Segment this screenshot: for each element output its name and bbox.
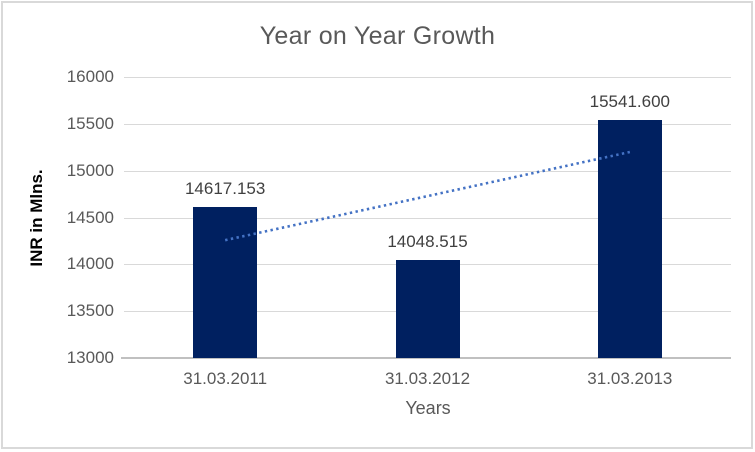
x-axis-line <box>121 357 731 359</box>
bar-value-label: 14048.515 <box>387 231 468 251</box>
y-tick-label: 13500 <box>66 301 114 321</box>
bar-value-label: 14617.153 <box>184 178 266 198</box>
gridline <box>124 124 731 125</box>
gridline <box>124 77 731 78</box>
y-tick-label: 14000 <box>66 254 114 274</box>
x-tick-label: 31.03.2013 <box>587 369 673 388</box>
bar <box>597 119 662 358</box>
gridline <box>124 171 731 172</box>
y-tick-label: 16000 <box>66 67 114 86</box>
y-tick-label: 14500 <box>66 207 114 227</box>
y-tick-label: 13000 <box>66 348 114 367</box>
gridline <box>124 218 731 219</box>
chart-title: Year on Year Growth <box>259 22 496 50</box>
x-axis-title: Years <box>405 398 451 418</box>
bar <box>193 206 258 358</box>
x-tick-label: 31.03.2011 <box>183 369 268 388</box>
bar <box>395 259 460 358</box>
x-tick-label: 31.03.2012 <box>384 369 471 388</box>
y-tick-label: 15000 <box>66 160 114 180</box>
bar-value-label: 15541.600 <box>589 91 671 111</box>
y-tick-label: 15500 <box>66 113 114 133</box>
trendline-line <box>224 150 631 242</box>
